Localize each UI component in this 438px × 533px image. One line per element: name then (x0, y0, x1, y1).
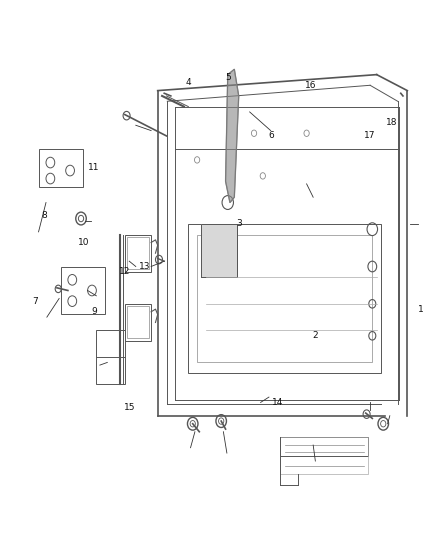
Bar (125, 235, 151, 272)
Text: 18: 18 (386, 118, 398, 127)
Text: 5: 5 (225, 73, 231, 82)
Text: 12: 12 (119, 268, 131, 276)
Bar (197, 235, 372, 362)
Text: 9: 9 (91, 308, 97, 316)
Bar (201, 224, 237, 277)
Text: 4: 4 (186, 78, 191, 87)
Bar (39, 149, 83, 187)
Bar (127, 306, 149, 338)
Text: 2: 2 (313, 332, 318, 340)
Bar (127, 237, 149, 269)
Text: 14: 14 (272, 398, 284, 407)
Bar (96, 330, 125, 384)
Text: 6: 6 (268, 132, 275, 140)
Bar (188, 224, 381, 373)
Text: 16: 16 (305, 81, 317, 90)
Text: 15: 15 (124, 403, 135, 412)
Text: 3: 3 (236, 220, 242, 228)
Bar (280, 437, 368, 474)
Text: 17: 17 (364, 132, 376, 140)
Bar (280, 437, 368, 456)
Text: 13: 13 (139, 262, 150, 271)
Bar (201, 224, 237, 277)
Text: 1: 1 (417, 305, 424, 313)
Text: 8: 8 (41, 212, 47, 220)
Text: 11: 11 (88, 164, 100, 172)
Text: 7: 7 (32, 297, 38, 305)
Text: 10: 10 (78, 238, 89, 247)
Bar (125, 304, 151, 341)
Polygon shape (226, 69, 239, 203)
Bar (201, 224, 237, 277)
Bar (61, 266, 105, 314)
